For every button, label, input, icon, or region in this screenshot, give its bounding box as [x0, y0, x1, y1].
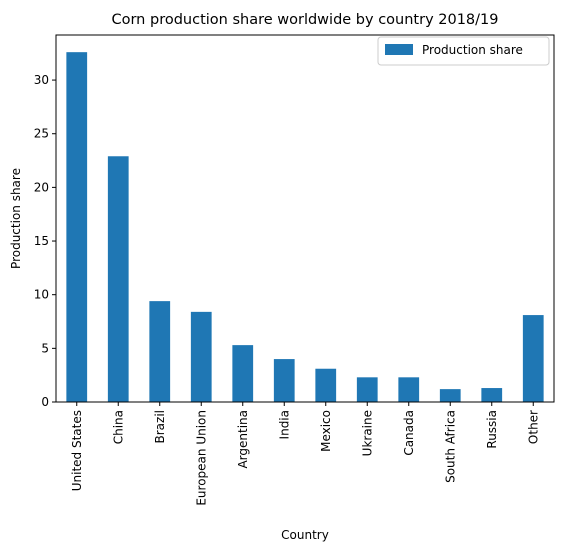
plot-frame: [55, 34, 555, 403]
x-tick-label-united-states: United States: [70, 410, 84, 491]
x-tick-label-china: China: [111, 410, 125, 444]
y-tick-label: 5: [41, 341, 49, 355]
y-axis-label: Production share: [9, 168, 23, 269]
y-tick-label: 15: [34, 234, 49, 248]
bar-south-africa: [439, 389, 461, 402]
y-tick-label: 20: [34, 180, 49, 194]
y-tick-label: 25: [34, 127, 49, 141]
x-tick-label-south-africa: South Africa: [443, 410, 457, 483]
bar-ukraine: [356, 377, 378, 402]
x-tick-label-argentina: Argentina: [236, 410, 250, 469]
x-tick-label-ukraine: Ukraine: [360, 410, 374, 456]
bar-canada: [398, 377, 420, 402]
x-tick-label-mexico: Mexico: [319, 410, 333, 452]
legend-box: [377, 36, 550, 66]
bar-european-union: [190, 311, 212, 402]
x-tick-label-russia: Russia: [485, 410, 499, 449]
x-tick-label-european-union: European Union: [194, 410, 208, 506]
legend-swatch: [385, 44, 413, 55]
legend: Production share: [377, 36, 550, 66]
y-tick-label: 10: [34, 288, 49, 302]
bar-united-states: [66, 52, 88, 403]
bar-russia: [481, 388, 503, 402]
bar-argentina: [232, 345, 254, 402]
y-tick-label: 30: [34, 73, 49, 87]
legend-entry-production-share: Production share: [422, 43, 523, 57]
x-axis: United States China Brazil European Union Ar…: [70, 402, 540, 506]
bar-other: [522, 315, 544, 402]
x-tick-label-canada: Canada: [402, 410, 416, 456]
bars-group: [66, 52, 544, 403]
x-tick-label-other: Other: [526, 410, 540, 444]
y-axis: 0 5 10 15 20 25 30: [34, 73, 56, 409]
bar-brazil: [149, 301, 171, 402]
x-tick-label-india: India: [277, 410, 291, 439]
bar-mexico: [315, 368, 337, 402]
x-axis-label: Country: [281, 528, 329, 542]
x-tick-label-brazil: Brazil: [153, 410, 167, 444]
y-tick-label: 0: [41, 395, 49, 409]
bar-india: [273, 359, 295, 402]
chart-title: Corn production share worldwide by count…: [111, 12, 498, 28]
bar-china: [107, 156, 129, 402]
